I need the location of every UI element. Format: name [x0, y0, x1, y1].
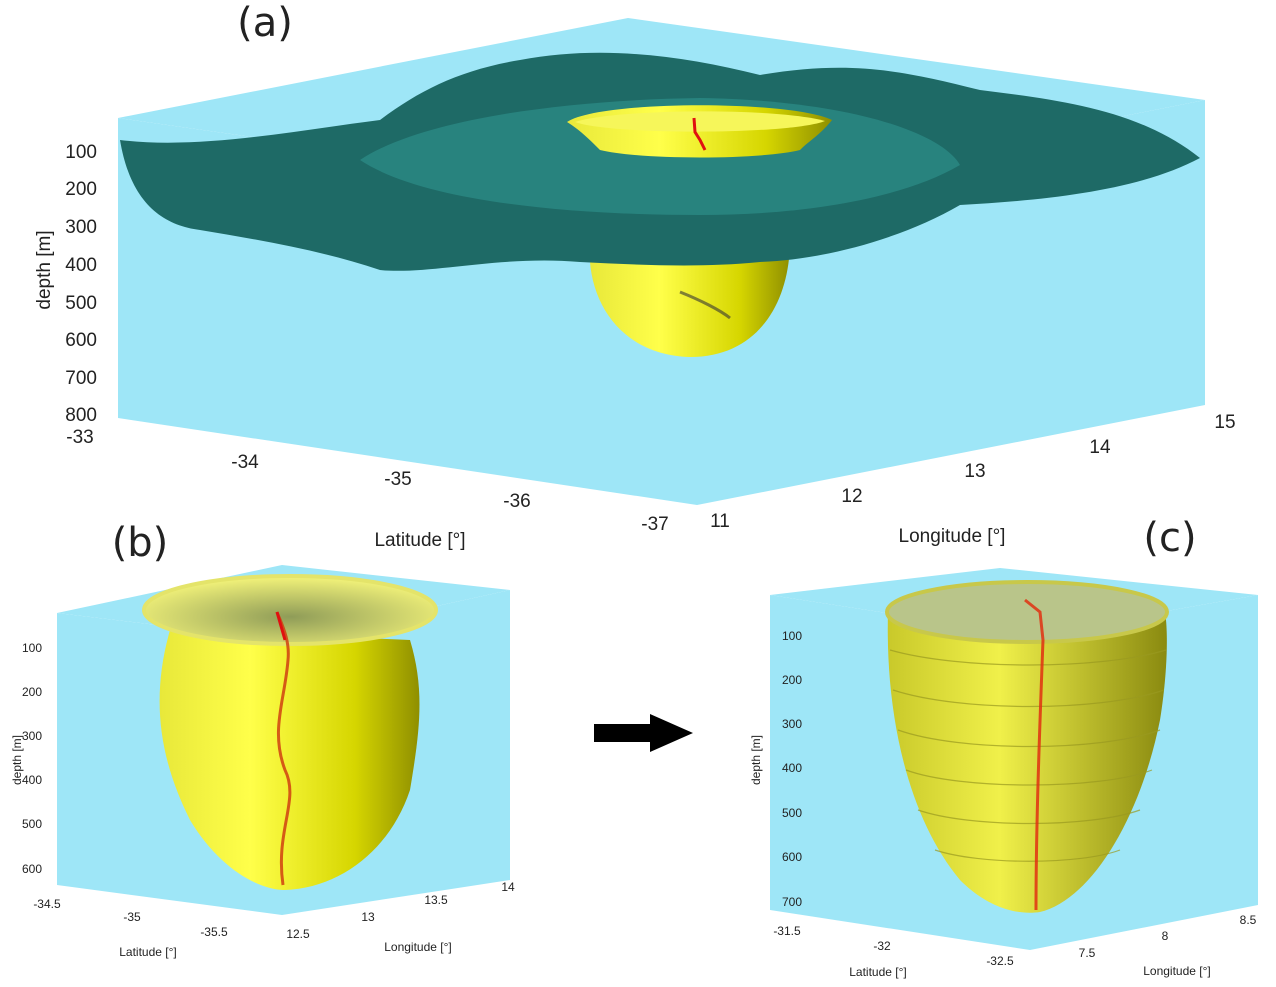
- z-tick-label: 600: [782, 850, 802, 864]
- y-tick-label: 12.5: [286, 927, 310, 941]
- y-tick-label: 14: [501, 880, 515, 894]
- z-tick-label: 300: [22, 729, 42, 743]
- y-tick-label: 15: [1214, 412, 1235, 433]
- panel-label: (b): [112, 520, 169, 566]
- y-axis-label: Longitude [°]: [899, 526, 1006, 547]
- z-tick-label: 600: [22, 862, 42, 876]
- z-tick-label: 500: [22, 817, 42, 831]
- x-tick-label: -32.5: [986, 954, 1014, 968]
- z-tick-label: 200: [22, 685, 42, 699]
- z-tick-label: 100: [22, 641, 42, 655]
- y-tick-label: 12: [841, 486, 862, 507]
- x-tick-label: -31.5: [773, 924, 801, 938]
- arrow: [594, 714, 693, 752]
- x-tick-label: -35: [384, 469, 411, 490]
- z-tick-label: 200: [65, 179, 97, 200]
- z-tick-label: 400: [782, 761, 802, 775]
- isosurface-a: [120, 52, 1200, 357]
- x-tick-label: -35.5: [200, 925, 228, 939]
- x-tick-label: -33: [66, 427, 93, 448]
- z-tick-label: 500: [782, 806, 802, 820]
- isosurface-b: [142, 574, 438, 890]
- y-tick-label: 7.5: [1079, 946, 1096, 960]
- z-tick-label: 700: [65, 368, 97, 389]
- x-tick-label: -37: [641, 514, 668, 535]
- isosurface-c: [885, 580, 1169, 913]
- z-tick-label: 100: [65, 142, 97, 163]
- y-tick-label: 13.5: [424, 893, 448, 907]
- y-tick-label: 8: [1162, 929, 1169, 943]
- z-tick-label: 100: [782, 629, 802, 643]
- z-tick-label: 600: [65, 330, 97, 351]
- z-tick-label: 200: [782, 673, 802, 687]
- x-tick-label: -36: [503, 491, 530, 512]
- panel-label: (a): [237, 0, 293, 46]
- x-axis-label: Latitude [°]: [849, 965, 907, 979]
- z-axis-label: depth [m]: [34, 230, 55, 309]
- x-tick-label: -34.5: [33, 897, 61, 911]
- x-tick-label: -34: [231, 452, 259, 473]
- z-tick-label: 800: [65, 405, 97, 426]
- y-axis-label: Longitude [°]: [384, 940, 452, 954]
- panel-label: (c): [1143, 515, 1196, 561]
- x-tick-label: -32: [873, 939, 891, 953]
- y-axis-label: Longitude [°]: [1143, 964, 1211, 978]
- y-tick-label: 13: [964, 461, 985, 482]
- z-tick-label: 700: [782, 895, 802, 909]
- y-tick-label: 8.5: [1240, 913, 1257, 927]
- y-tick-label: 14: [1089, 437, 1111, 458]
- z-axis-label: depth [m]: [749, 735, 763, 785]
- x-axis-label: Latitude [°]: [119, 945, 177, 959]
- x-axis-label: Latitude [°]: [374, 530, 465, 551]
- z-tick-label: 400: [22, 773, 42, 787]
- z-axis-label: depth [m]: [10, 735, 24, 785]
- x-tick-label: -35: [123, 910, 141, 924]
- y-tick-label: 13: [361, 910, 375, 924]
- labels: (a) 100 200 300 400 500 600 700 800 depth [m] -33 -…: [10, 0, 1256, 979]
- z-tick-label: 300: [65, 217, 97, 238]
- z-tick-label: 400: [65, 255, 97, 276]
- y-tick-label: 11: [710, 511, 730, 532]
- z-tick-label: 500: [65, 293, 97, 314]
- z-tick-label: 300: [782, 717, 802, 731]
